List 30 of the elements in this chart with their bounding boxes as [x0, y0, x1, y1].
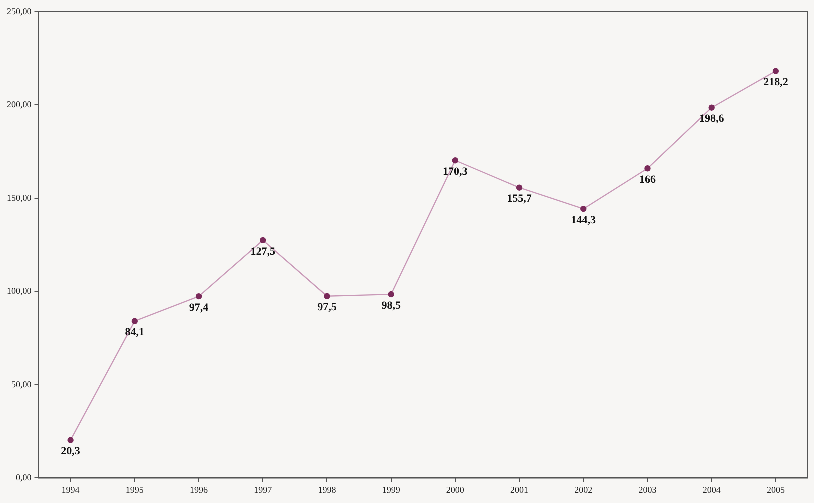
data-label: 20,3 — [61, 446, 81, 458]
x-tick-label: 2002 — [574, 484, 593, 495]
y-tick-label: 100,00 — [7, 286, 32, 296]
y-tick-label: 50,00 — [12, 379, 32, 390]
x-tick-label: 2003 — [638, 484, 658, 495]
data-label: 97,5 — [318, 302, 338, 314]
y-tick-label: 150,00 — [7, 192, 32, 203]
data-label: 84,1 — [125, 326, 145, 339]
y-tick-label: 250,00 — [7, 6, 32, 16]
data-label: 155,7 — [507, 193, 532, 206]
x-tick-label: 2001 — [510, 484, 529, 495]
data-label: 98,5 — [382, 300, 402, 312]
x-tick-label: 1995 — [126, 484, 144, 495]
x-tick-label: 1998 — [318, 484, 337, 495]
data-label: 198,6 — [699, 113, 725, 126]
data-label: 166 — [639, 174, 656, 186]
x-tick-label: 1996 — [190, 484, 209, 495]
data-label: 218,2 — [764, 76, 789, 89]
data-label: 144,3 — [571, 214, 597, 226]
x-tick-label: 1994 — [62, 484, 80, 495]
x-tick-label: 2005 — [766, 484, 786, 495]
data-label: 170,3 — [443, 166, 468, 178]
data-label: 127,5 — [250, 246, 276, 258]
x-tick-label: 2000 — [446, 484, 465, 495]
y-tick-label: 200,00 — [7, 100, 32, 110]
data-label: 97,4 — [189, 302, 210, 314]
x-tick-label: 1997 — [254, 484, 273, 495]
y-tick-label: 0,00 — [16, 472, 32, 483]
x-tick-label: 1999 — [382, 484, 401, 495]
x-tick-label: 2004 — [702, 484, 722, 495]
